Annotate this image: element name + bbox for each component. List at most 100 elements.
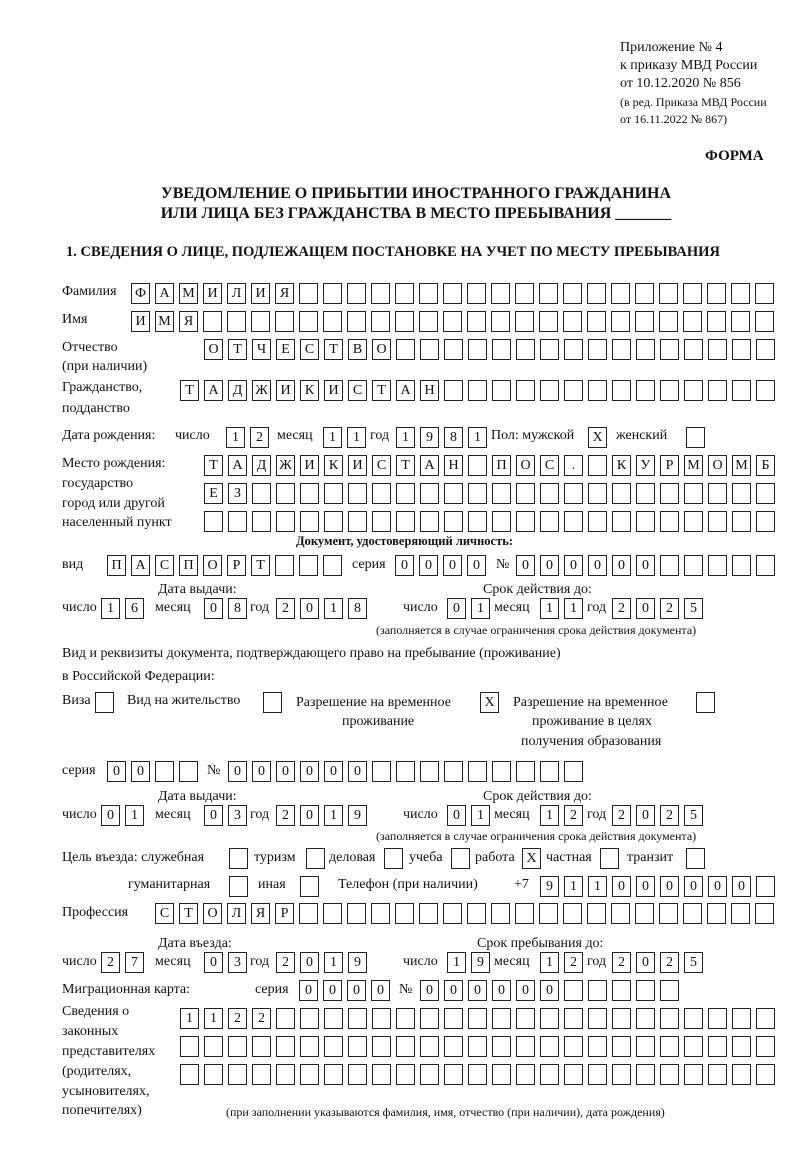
char-box[interactable] bbox=[228, 511, 247, 532]
char-box[interactable]: 0 bbox=[420, 980, 439, 1001]
char-box[interactable]: А bbox=[228, 455, 247, 476]
char-box[interactable] bbox=[371, 903, 390, 924]
char-box[interactable]: 0 bbox=[419, 555, 438, 576]
char-box[interactable]: 9 bbox=[540, 876, 559, 897]
char-box[interactable] bbox=[468, 1064, 487, 1085]
char-box[interactable]: Д bbox=[252, 455, 271, 476]
char-box[interactable] bbox=[515, 311, 534, 332]
char-box[interactable] bbox=[276, 483, 295, 504]
char-box[interactable]: Я bbox=[179, 311, 198, 332]
char-box[interactable]: П bbox=[492, 455, 511, 476]
char-box[interactable]: 0 bbox=[300, 952, 319, 973]
char-box[interactable] bbox=[636, 339, 655, 360]
char-box[interactable]: 0 bbox=[636, 805, 655, 826]
char-box[interactable] bbox=[684, 1036, 703, 1057]
char-box[interactable]: 1 bbox=[180, 1008, 199, 1029]
char-box[interactable] bbox=[684, 380, 703, 401]
char-box[interactable] bbox=[420, 1036, 439, 1057]
char-box[interactable] bbox=[444, 1064, 463, 1085]
char-box[interactable] bbox=[660, 380, 679, 401]
char-box[interactable] bbox=[492, 339, 511, 360]
char-box[interactable] bbox=[588, 1064, 607, 1085]
char-box[interactable] bbox=[324, 511, 343, 532]
char-box[interactable] bbox=[732, 483, 751, 504]
char-box[interactable]: 0 bbox=[276, 761, 295, 782]
char-box[interactable] bbox=[492, 380, 511, 401]
char-box[interactable] bbox=[420, 1064, 439, 1085]
char-box[interactable] bbox=[732, 339, 751, 360]
char-box[interactable] bbox=[395, 311, 414, 332]
char-box[interactable] bbox=[372, 1064, 391, 1085]
char-box[interactable]: 2 bbox=[101, 952, 120, 973]
char-box[interactable] bbox=[731, 311, 750, 332]
char-box[interactable] bbox=[684, 1064, 703, 1085]
char-box[interactable]: Р bbox=[275, 903, 294, 924]
char-box[interactable]: 0 bbox=[395, 555, 414, 576]
char-box[interactable]: О bbox=[516, 455, 535, 476]
char-box[interactable] bbox=[660, 980, 679, 1001]
char-box[interactable] bbox=[444, 380, 463, 401]
char-box[interactable] bbox=[660, 1064, 679, 1085]
char-box[interactable]: 1 bbox=[396, 427, 415, 448]
char-box[interactable] bbox=[686, 848, 705, 869]
char-box[interactable] bbox=[95, 692, 114, 713]
char-box[interactable]: 1 bbox=[564, 876, 583, 897]
char-box[interactable] bbox=[372, 483, 391, 504]
char-box[interactable] bbox=[708, 339, 727, 360]
char-box[interactable]: 0 bbox=[131, 761, 150, 782]
char-box[interactable] bbox=[540, 339, 559, 360]
char-box[interactable]: 0 bbox=[612, 555, 631, 576]
char-box[interactable] bbox=[492, 761, 511, 782]
char-box[interactable]: А bbox=[420, 455, 439, 476]
char-box[interactable] bbox=[468, 339, 487, 360]
char-box[interactable]: Д bbox=[228, 380, 247, 401]
char-box[interactable] bbox=[539, 283, 558, 304]
char-box[interactable] bbox=[612, 339, 631, 360]
char-box[interactable]: 0 bbox=[447, 805, 466, 826]
char-box[interactable]: К bbox=[324, 455, 343, 476]
char-box[interactable]: 0 bbox=[564, 555, 583, 576]
char-box[interactable] bbox=[204, 1036, 223, 1057]
char-box[interactable]: 8 bbox=[444, 427, 463, 448]
char-box[interactable] bbox=[467, 311, 486, 332]
char-box[interactable]: 2 bbox=[276, 952, 295, 973]
char-box[interactable] bbox=[660, 555, 679, 576]
char-box[interactable] bbox=[515, 903, 534, 924]
char-box[interactable] bbox=[756, 1064, 775, 1085]
char-box[interactable]: 2 bbox=[612, 598, 631, 619]
char-box[interactable] bbox=[467, 903, 486, 924]
char-box[interactable] bbox=[564, 1036, 583, 1057]
char-box[interactable] bbox=[252, 483, 271, 504]
char-box[interactable]: Я bbox=[251, 903, 270, 924]
char-box[interactable]: 9 bbox=[471, 952, 490, 973]
char-box[interactable] bbox=[468, 1008, 487, 1029]
char-box[interactable] bbox=[371, 283, 390, 304]
char-box[interactable]: С bbox=[155, 903, 174, 924]
char-box[interactable]: 1 bbox=[323, 427, 342, 448]
char-box[interactable]: 2 bbox=[564, 952, 583, 973]
char-box[interactable] bbox=[708, 1064, 727, 1085]
char-box[interactable] bbox=[516, 511, 535, 532]
char-box[interactable] bbox=[564, 980, 583, 1001]
char-box[interactable]: М bbox=[179, 283, 198, 304]
char-box[interactable] bbox=[252, 511, 271, 532]
char-box[interactable] bbox=[540, 483, 559, 504]
char-box[interactable]: X bbox=[480, 692, 499, 713]
char-box[interactable]: 2 bbox=[660, 952, 679, 973]
char-box[interactable] bbox=[515, 283, 534, 304]
char-box[interactable]: 0 bbox=[540, 555, 559, 576]
char-box[interactable] bbox=[276, 511, 295, 532]
char-box[interactable] bbox=[516, 1036, 535, 1057]
char-box[interactable] bbox=[396, 511, 415, 532]
char-box[interactable] bbox=[155, 761, 174, 782]
char-box[interactable]: 2 bbox=[276, 598, 295, 619]
char-box[interactable] bbox=[275, 555, 294, 576]
char-box[interactable] bbox=[635, 903, 654, 924]
char-box[interactable]: 0 bbox=[660, 876, 679, 897]
char-box[interactable] bbox=[587, 903, 606, 924]
char-box[interactable] bbox=[564, 1008, 583, 1029]
char-box[interactable] bbox=[384, 848, 403, 869]
char-box[interactable] bbox=[660, 1036, 679, 1057]
char-box[interactable]: 0 bbox=[636, 598, 655, 619]
char-box[interactable] bbox=[300, 876, 319, 897]
